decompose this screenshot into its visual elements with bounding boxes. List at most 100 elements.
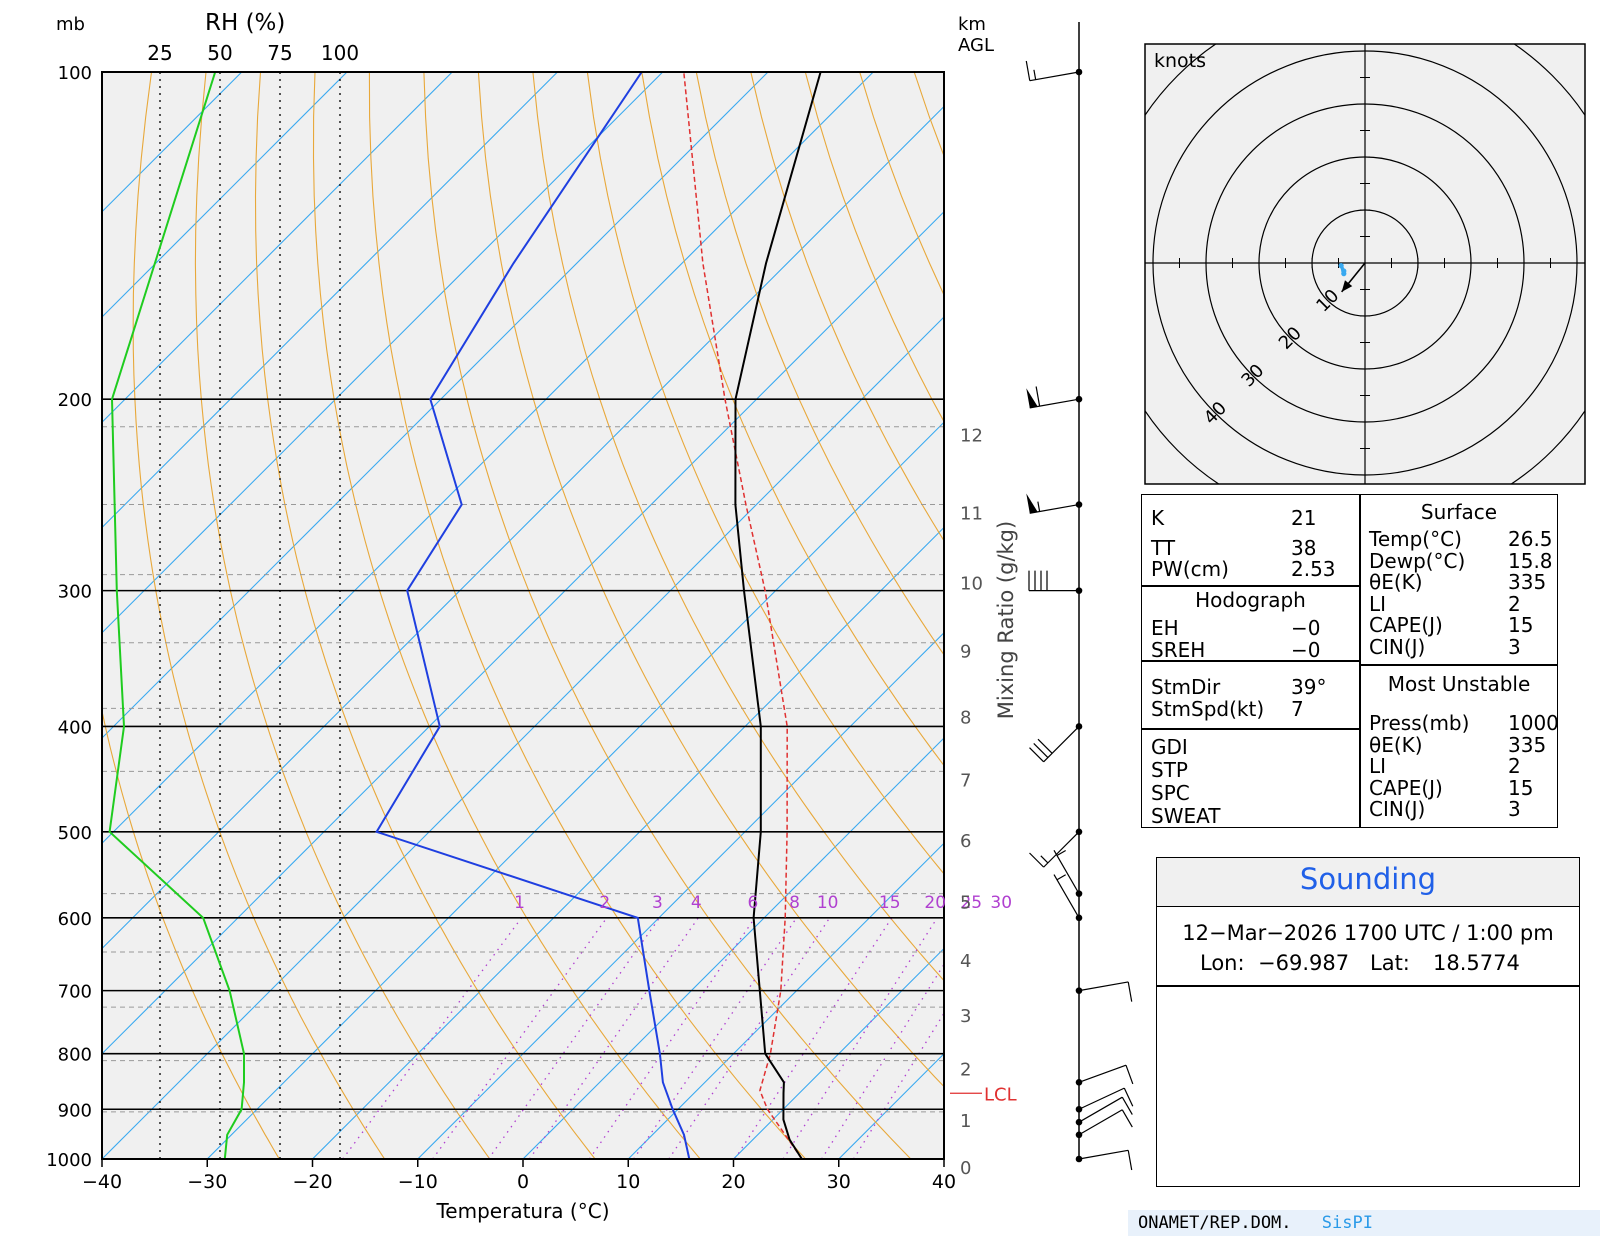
mixing-ratio-line bbox=[432, 917, 608, 1159]
rh-axis-label: RH (%) bbox=[205, 10, 285, 36]
wind-barb-staff bbox=[1078, 1096, 1123, 1123]
indices-divider-2 bbox=[1141, 660, 1360, 662]
dry-adiabat-line bbox=[532, 72, 944, 982]
index-value: −0 bbox=[1291, 638, 1321, 662]
wind-barb-pennant bbox=[1026, 493, 1038, 514]
hodograph-point bbox=[1341, 268, 1347, 274]
index-name: StmDir bbox=[1151, 675, 1221, 699]
wind-barb-feather bbox=[1125, 1064, 1134, 1085]
wind-barb-staff bbox=[1029, 71, 1080, 82]
mixing-ratio-label: 15 bbox=[879, 893, 901, 913]
x-tick-label: 30 bbox=[827, 1171, 851, 1193]
height-axis-ref: AGL bbox=[958, 35, 994, 56]
index-name: SWEAT bbox=[1151, 804, 1221, 828]
index-name: K bbox=[1151, 506, 1165, 530]
mixing-ratio-lines bbox=[342, 917, 944, 1159]
wind-barb-staff bbox=[1078, 1087, 1125, 1110]
footer-org: ONAMET/REP.DOM. bbox=[1138, 1213, 1292, 1233]
wind-barb-staff bbox=[1078, 981, 1129, 992]
index-name: CIN(J) bbox=[1369, 797, 1426, 821]
rh-tick-label: 100 bbox=[321, 41, 359, 65]
height-axis-unit: km bbox=[958, 14, 986, 35]
sounding-lat: 18.5774 bbox=[1433, 951, 1520, 975]
height-km-label: 10 bbox=[960, 574, 983, 595]
wind-barb-feather bbox=[1025, 60, 1031, 81]
index-value: 38 bbox=[1291, 536, 1317, 560]
x-tick-label: 0 bbox=[517, 1171, 529, 1193]
index-value: 2 bbox=[1508, 754, 1521, 778]
index-name: CAPE(J) bbox=[1369, 613, 1443, 637]
index-name: SREH bbox=[1151, 638, 1206, 662]
isotherm-line bbox=[733, 947, 944, 1159]
mixing-ratio-label: 8 bbox=[789, 893, 800, 913]
wind-barb-staff bbox=[1078, 1149, 1129, 1160]
wind-barb-feather bbox=[1121, 1109, 1133, 1128]
index-value: 15 bbox=[1508, 775, 1534, 800]
index-name: Dewp(°C) bbox=[1369, 548, 1466, 573]
mixing-ratio-line bbox=[342, 917, 523, 1159]
isotherm-line bbox=[102, 72, 664, 634]
pressure-axis-unit: mb bbox=[56, 14, 85, 35]
mixing-ratio-line bbox=[668, 917, 831, 1159]
index-name: θE(K) bbox=[1369, 732, 1423, 757]
index-name: CAPE(J) bbox=[1369, 775, 1443, 800]
indices-divider-4 bbox=[1359, 664, 1558, 666]
wind-barb-half bbox=[1040, 855, 1049, 864]
x-tick-label: −10 bbox=[398, 1171, 438, 1193]
wind-barb bbox=[1029, 828, 1083, 868]
wind-barb-half bbox=[1056, 850, 1066, 857]
surface-section-title: Surface bbox=[1420, 500, 1498, 524]
index-name: Press(mb) bbox=[1369, 711, 1470, 735]
wind-barb-feather bbox=[1127, 1150, 1133, 1171]
index-name: PW(cm) bbox=[1151, 557, 1229, 581]
wind-barb-half bbox=[1033, 69, 1037, 80]
wind-barb bbox=[1075, 1087, 1134, 1113]
isotherm-line bbox=[102, 105, 944, 950]
footer-bar: ONAMET/REP.DOM. SisPI bbox=[1128, 1210, 1600, 1236]
isotherm-line bbox=[102, 72, 769, 739]
wind-barb-staff bbox=[1078, 1064, 1127, 1083]
wind-barb bbox=[1026, 493, 1083, 514]
index-value: 335 bbox=[1508, 570, 1547, 594]
index-value: 2.53 bbox=[1291, 557, 1336, 581]
pressure-label: 1000 bbox=[46, 1150, 92, 1171]
x-tick-label: −40 bbox=[82, 1171, 122, 1193]
mixing-ratio-label: 3 bbox=[652, 893, 663, 913]
x-tick-label: 10 bbox=[616, 1171, 640, 1193]
rh-profile bbox=[108, 72, 245, 1159]
index-value: 1000 bbox=[1508, 711, 1559, 735]
x-axis-label: Temperatura (°C) bbox=[435, 1199, 609, 1223]
index-value: 21 bbox=[1291, 506, 1317, 530]
mixing-ratio-line bbox=[782, 917, 938, 1159]
index-name: LI bbox=[1369, 754, 1387, 778]
wind-barb-staff bbox=[1053, 874, 1080, 919]
index-value: 26.5 bbox=[1508, 527, 1553, 551]
height-km-label: 5 bbox=[960, 893, 971, 914]
wind-barb bbox=[1075, 1149, 1133, 1171]
height-km-label: 1 bbox=[960, 1111, 971, 1132]
wind-barb-feather bbox=[1127, 981, 1133, 1002]
index-name: StmSpd(kt) bbox=[1151, 697, 1265, 721]
isotherm-line bbox=[206, 421, 944, 1159]
indices-divider-3 bbox=[1141, 728, 1360, 730]
wind-barb bbox=[1026, 386, 1083, 409]
mixing-ratio-label: 20 bbox=[924, 893, 946, 913]
height-km-label: 12 bbox=[960, 426, 983, 447]
index-name: SPC bbox=[1151, 781, 1190, 805]
pressure-label: 200 bbox=[58, 390, 92, 411]
sounding-title-bar bbox=[1157, 858, 1579, 907]
hodograph-point bbox=[1338, 263, 1344, 269]
mixing-ratio-label: 6 bbox=[747, 893, 758, 913]
mixing-ratio-axis-label: Mixing Ratio (g/kg) bbox=[994, 521, 1018, 719]
wind-barb bbox=[1025, 60, 1083, 82]
x-tick-label: 40 bbox=[932, 1171, 956, 1193]
wind-barb-feather bbox=[1121, 1096, 1133, 1115]
sounding-lon-label: Lon: bbox=[1200, 951, 1245, 975]
height-km-label: 8 bbox=[960, 707, 971, 728]
hodograph-units-label: knots bbox=[1154, 50, 1206, 72]
isotherm-lines bbox=[102, 72, 944, 1159]
isotherm-line bbox=[312, 526, 944, 1159]
wind-barb-staff bbox=[1053, 850, 1080, 894]
